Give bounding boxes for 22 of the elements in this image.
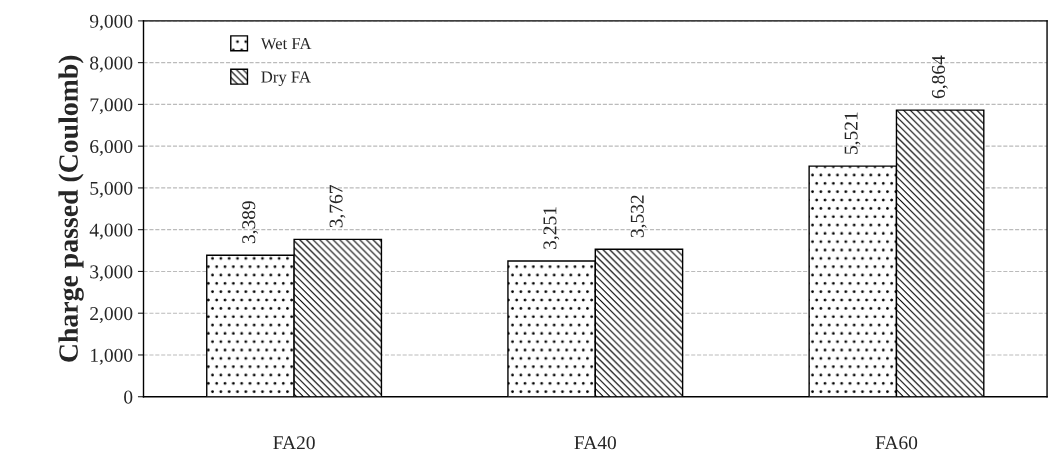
- text: 3,389: [242, 201, 259, 244]
- y-tick-label: 8,000: [90, 56, 133, 73]
- legend-label: Wet FA: [260, 38, 312, 50]
- y-tick-label: 2,000: [90, 307, 133, 323]
- y-tick-label: 7,000: [90, 98, 133, 115]
- y-tick-label: 4,000: [89, 223, 133, 240]
- y-axis-title: Charge passed (Coulomb): [58, 55, 84, 362]
- text: 3,532: [630, 195, 647, 238]
- legend-label: Dry FA: [261, 71, 311, 87]
- x-tick-label: FA20: [273, 436, 315, 450]
- y-tick-label: 1,000: [91, 348, 133, 365]
- y-tick-label: 9,000: [89, 14, 133, 31]
- y-tick-label: 3,000: [90, 265, 133, 282]
- text: 5,521: [844, 112, 861, 154]
- y-tick-label: 0: [124, 390, 133, 404]
- text: 3,251: [543, 207, 560, 249]
- y-tick-label: 6,000: [90, 139, 133, 156]
- x-tick-label: FA40: [574, 436, 616, 450]
- y-tick-label: 5,000: [90, 181, 133, 198]
- text: 6,864: [931, 55, 948, 99]
- text: 3,767: [329, 185, 346, 228]
- x-tick-label: FA60: [875, 436, 918, 450]
